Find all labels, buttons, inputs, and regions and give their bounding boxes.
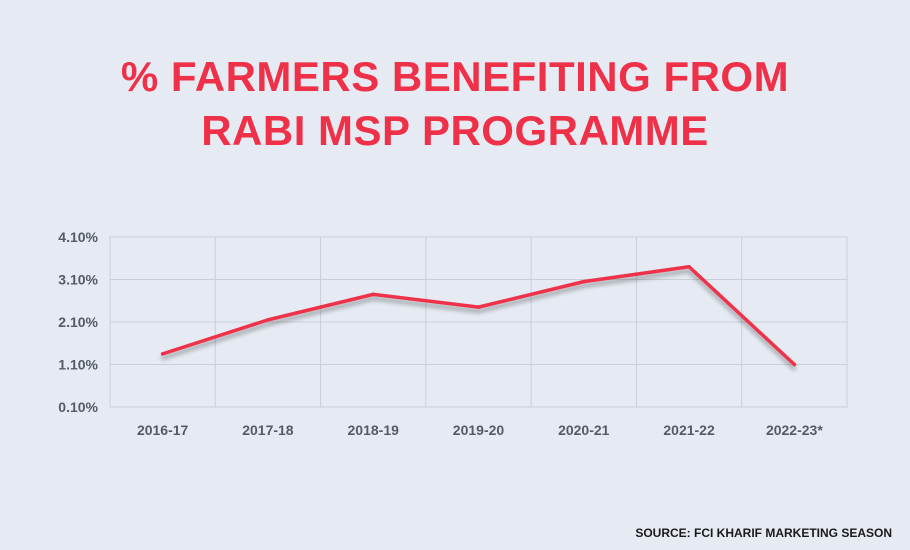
x-tick-label: 2017-18 xyxy=(242,422,294,438)
chart-title-line-1: % FARMERS BENEFITING FROM xyxy=(120,53,790,100)
y-tick-label: 0.10% xyxy=(58,399,98,415)
data-point xyxy=(160,352,165,356)
y-tick-label: 2.10% xyxy=(58,314,98,330)
x-axis: 2016-17 2017-18 2018-19 2019-20 2020-21 2021-… xyxy=(137,422,823,438)
x-tick-label: 2019-20 xyxy=(453,422,505,438)
data-point xyxy=(371,292,376,297)
chart-title-line-2: RABI MSP PROGRAMME xyxy=(201,107,709,154)
source-note: SOURCE: FCI KHARIF MARKETING SEASON xyxy=(635,526,892,540)
data-point xyxy=(687,264,691,269)
y-axis: 4.10% 3.10% 2.10% 1.10% 0.10% xyxy=(58,229,98,415)
data-point xyxy=(476,305,481,309)
y-tick-label: 3.10% xyxy=(58,272,98,288)
x-tick-label: 2021-22 xyxy=(663,422,715,438)
x-tick-label: 2018-19 xyxy=(348,422,400,438)
data-point xyxy=(581,279,586,284)
data-point xyxy=(792,362,797,367)
series-line xyxy=(160,265,797,367)
y-tick-label: 1.10% xyxy=(58,357,98,373)
data-point xyxy=(266,318,270,322)
chart-title: % FARMERS BENEFITING FROM RABI MSP PROGR… xyxy=(0,50,910,158)
x-tick-label: 2016-17 xyxy=(137,422,189,438)
x-tick-label: 2022-23* xyxy=(766,422,823,438)
x-tick-label: 2020-21 xyxy=(558,422,610,438)
chart-grid xyxy=(109,236,848,408)
y-tick-label: 4.10% xyxy=(58,229,98,245)
series-group xyxy=(160,264,797,367)
